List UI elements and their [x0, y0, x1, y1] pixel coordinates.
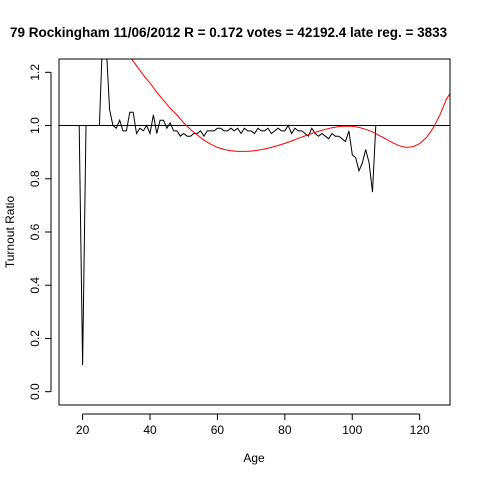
- y-tick-label: 0.0: [28, 383, 42, 400]
- x-tick-label: 100: [342, 423, 362, 437]
- y-tick-label: 0.6: [28, 223, 42, 240]
- turnout-ratio-line: [75, 59, 380, 366]
- chart-title: 79 Rockingham 11/06/2012 R = 0.172 votes…: [10, 25, 448, 40]
- plot-area: [59, 59, 450, 366]
- y-tick-label: 0.4: [28, 277, 42, 294]
- y-tick-label: 0.8: [28, 170, 42, 187]
- x-tick-label: 80: [278, 423, 292, 437]
- y-axis: 0.0 0.2 0.4 0.6 0.8 1.0 1.2: [28, 64, 52, 400]
- x-tick-label: 40: [143, 423, 157, 437]
- y-tick-label: 0.2: [28, 330, 42, 347]
- plot-frame: [58, 58, 451, 406]
- y-tick-label: 1.0: [28, 117, 42, 134]
- fitted-curve: [131, 59, 450, 152]
- x-axis: 20 40 60 80 100 120: [76, 413, 430, 437]
- x-axis-label: Age: [243, 451, 265, 465]
- x-tick-label: 60: [211, 423, 225, 437]
- y-axis-label: Turnout Ratio: [3, 196, 17, 269]
- x-tick-label: 120: [410, 423, 430, 437]
- y-tick-label: 1.2: [28, 64, 42, 81]
- x-tick-label: 20: [76, 423, 90, 437]
